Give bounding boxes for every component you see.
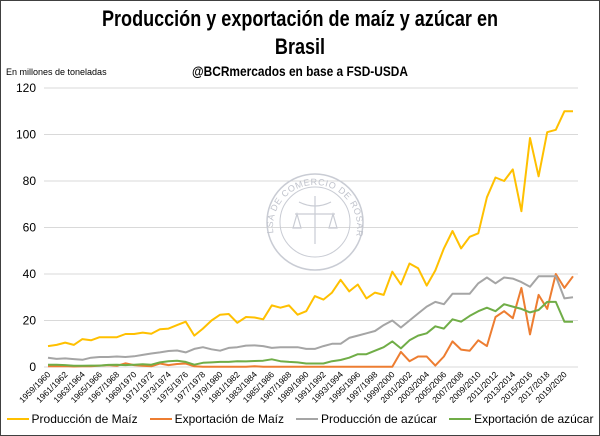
chart-title-line-1: Producción y exportación de maíz y azúca… (101, 6, 499, 31)
legend-label: Exportación de azúcar (474, 412, 594, 426)
legend-swatch (149, 418, 172, 420)
y-axis-ticks: 0 20 40 60 80 100 120 (16, 81, 36, 374)
legend-item: Exportación de azúcar (449, 412, 593, 426)
legend-label: Producción de Maíz (31, 412, 138, 426)
x-axis-ticks: 1959/19601961/19621963/19641965/19661967… (17, 369, 569, 405)
legend-swatch (295, 418, 318, 420)
series-line-1 (47, 110, 573, 348)
gridlines (44, 87, 578, 368)
seal-outer-ring (266, 173, 364, 271)
seal-inner-ring (279, 186, 351, 258)
legend-item: Producción de Maíz (6, 412, 138, 426)
y-tick-label: 120 (16, 81, 36, 95)
y-tick-label: 100 (16, 128, 36, 142)
legend-swatch (449, 418, 472, 420)
legend-swatch (6, 418, 29, 420)
series-lines (47, 110, 574, 368)
seal-text: BOLSA DE COMERCIO DE ROSARIO (0, 0, 365, 238)
legend-item: Exportación de Maíz (149, 412, 284, 426)
y-tick-label: 0 (29, 360, 36, 374)
chart-subtitle: @BCRmercados en base a FSD-USDA (192, 63, 408, 79)
y-tick-label: 60 (23, 221, 37, 235)
y-tick-label: 40 (23, 267, 37, 281)
y-tick-label: 80 (23, 174, 37, 188)
legend-label: Producción de azúcar (320, 412, 438, 426)
series-line-4 (48, 300, 573, 367)
y-axis-label: En millones de toneladas (6, 67, 107, 77)
series-line-3 (47, 275, 574, 361)
y-tick-label: 20 (23, 314, 37, 328)
caduceus-scale-icon (292, 196, 338, 244)
legend-label: Exportación de Maíz (174, 412, 284, 426)
chart-legend: Producción de Maíz Exportación de Maíz Pro… (0, 412, 600, 426)
legend-item: Producción de azúcar (295, 412, 438, 426)
chart-title-line-2: Brasil (274, 34, 326, 59)
